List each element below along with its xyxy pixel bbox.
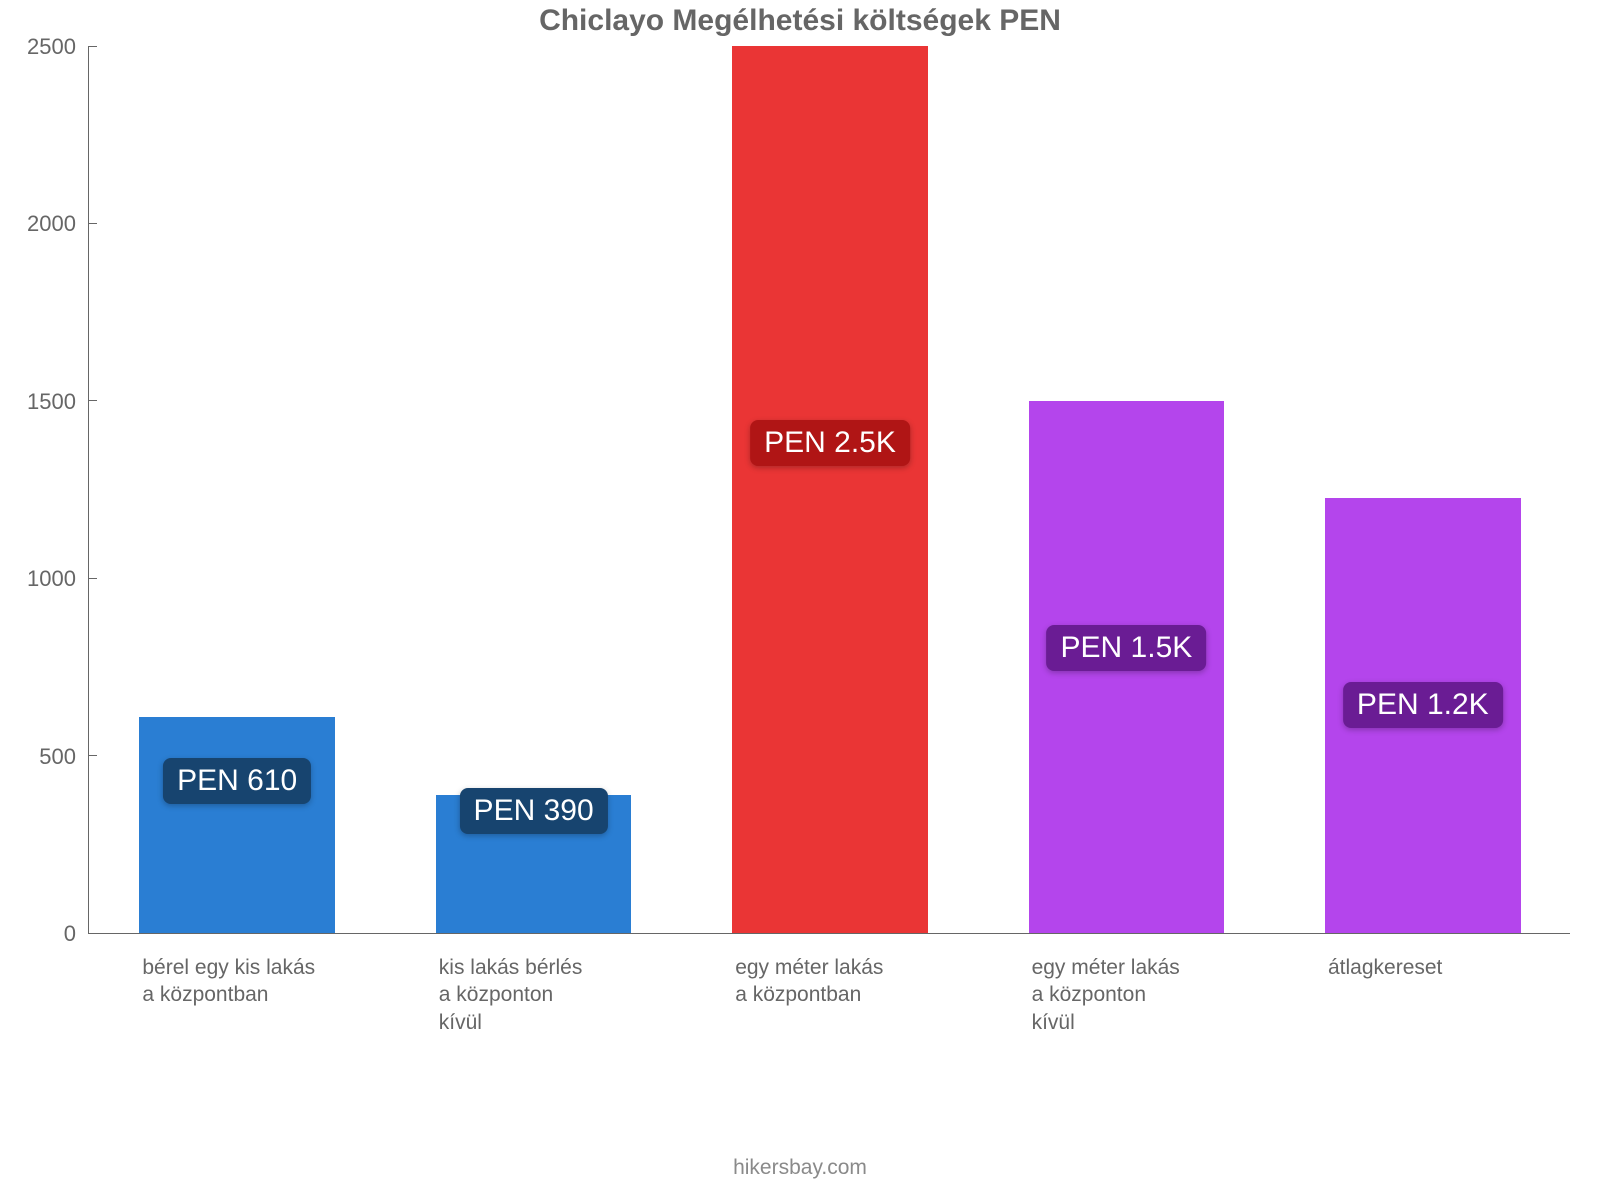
chart-bar xyxy=(139,717,335,933)
x-axis-label: bérel egy kis lakás a központban xyxy=(142,954,378,1009)
value-badge: PEN 2.5K xyxy=(750,420,910,466)
chart-container: Chiclayo Megélhetési költségek PEN PEN 6… xyxy=(0,0,1600,1200)
y-tick xyxy=(89,933,97,934)
x-axis-label: átlagkereset xyxy=(1328,954,1564,981)
y-tick-label: 500 xyxy=(39,744,76,770)
x-axis-label: egy méter lakás a központban xyxy=(735,954,971,1009)
x-axis-label: kis lakás bérlés a központon kívül xyxy=(439,954,675,1036)
y-tick-label: 0 xyxy=(64,921,76,947)
y-tick xyxy=(89,223,97,224)
value-badge: PEN 390 xyxy=(460,788,608,834)
y-tick xyxy=(89,578,97,579)
x-axis-label: egy méter lakás a központon kívül xyxy=(1032,954,1268,1036)
value-badge: PEN 1.2K xyxy=(1343,682,1503,728)
chart-title: Chiclayo Megélhetési költségek PEN xyxy=(0,4,1600,38)
y-tick-label: 2500 xyxy=(27,34,76,60)
y-tick-label: 2000 xyxy=(27,211,76,237)
value-badge: PEN 1.5K xyxy=(1047,625,1207,671)
y-tick xyxy=(89,400,97,401)
chart-bar xyxy=(732,46,928,933)
y-tick xyxy=(89,46,97,47)
y-tick xyxy=(89,755,97,756)
attribution-text: hikersbay.com xyxy=(0,1156,1600,1180)
y-tick-label: 1000 xyxy=(27,566,76,592)
value-badge: PEN 610 xyxy=(163,758,311,804)
plot-area: PEN 610 PEN 390 PEN 2.5K PEN 1.5K PEN 1.2K xyxy=(88,46,1570,934)
y-tick-label: 1500 xyxy=(27,389,76,415)
